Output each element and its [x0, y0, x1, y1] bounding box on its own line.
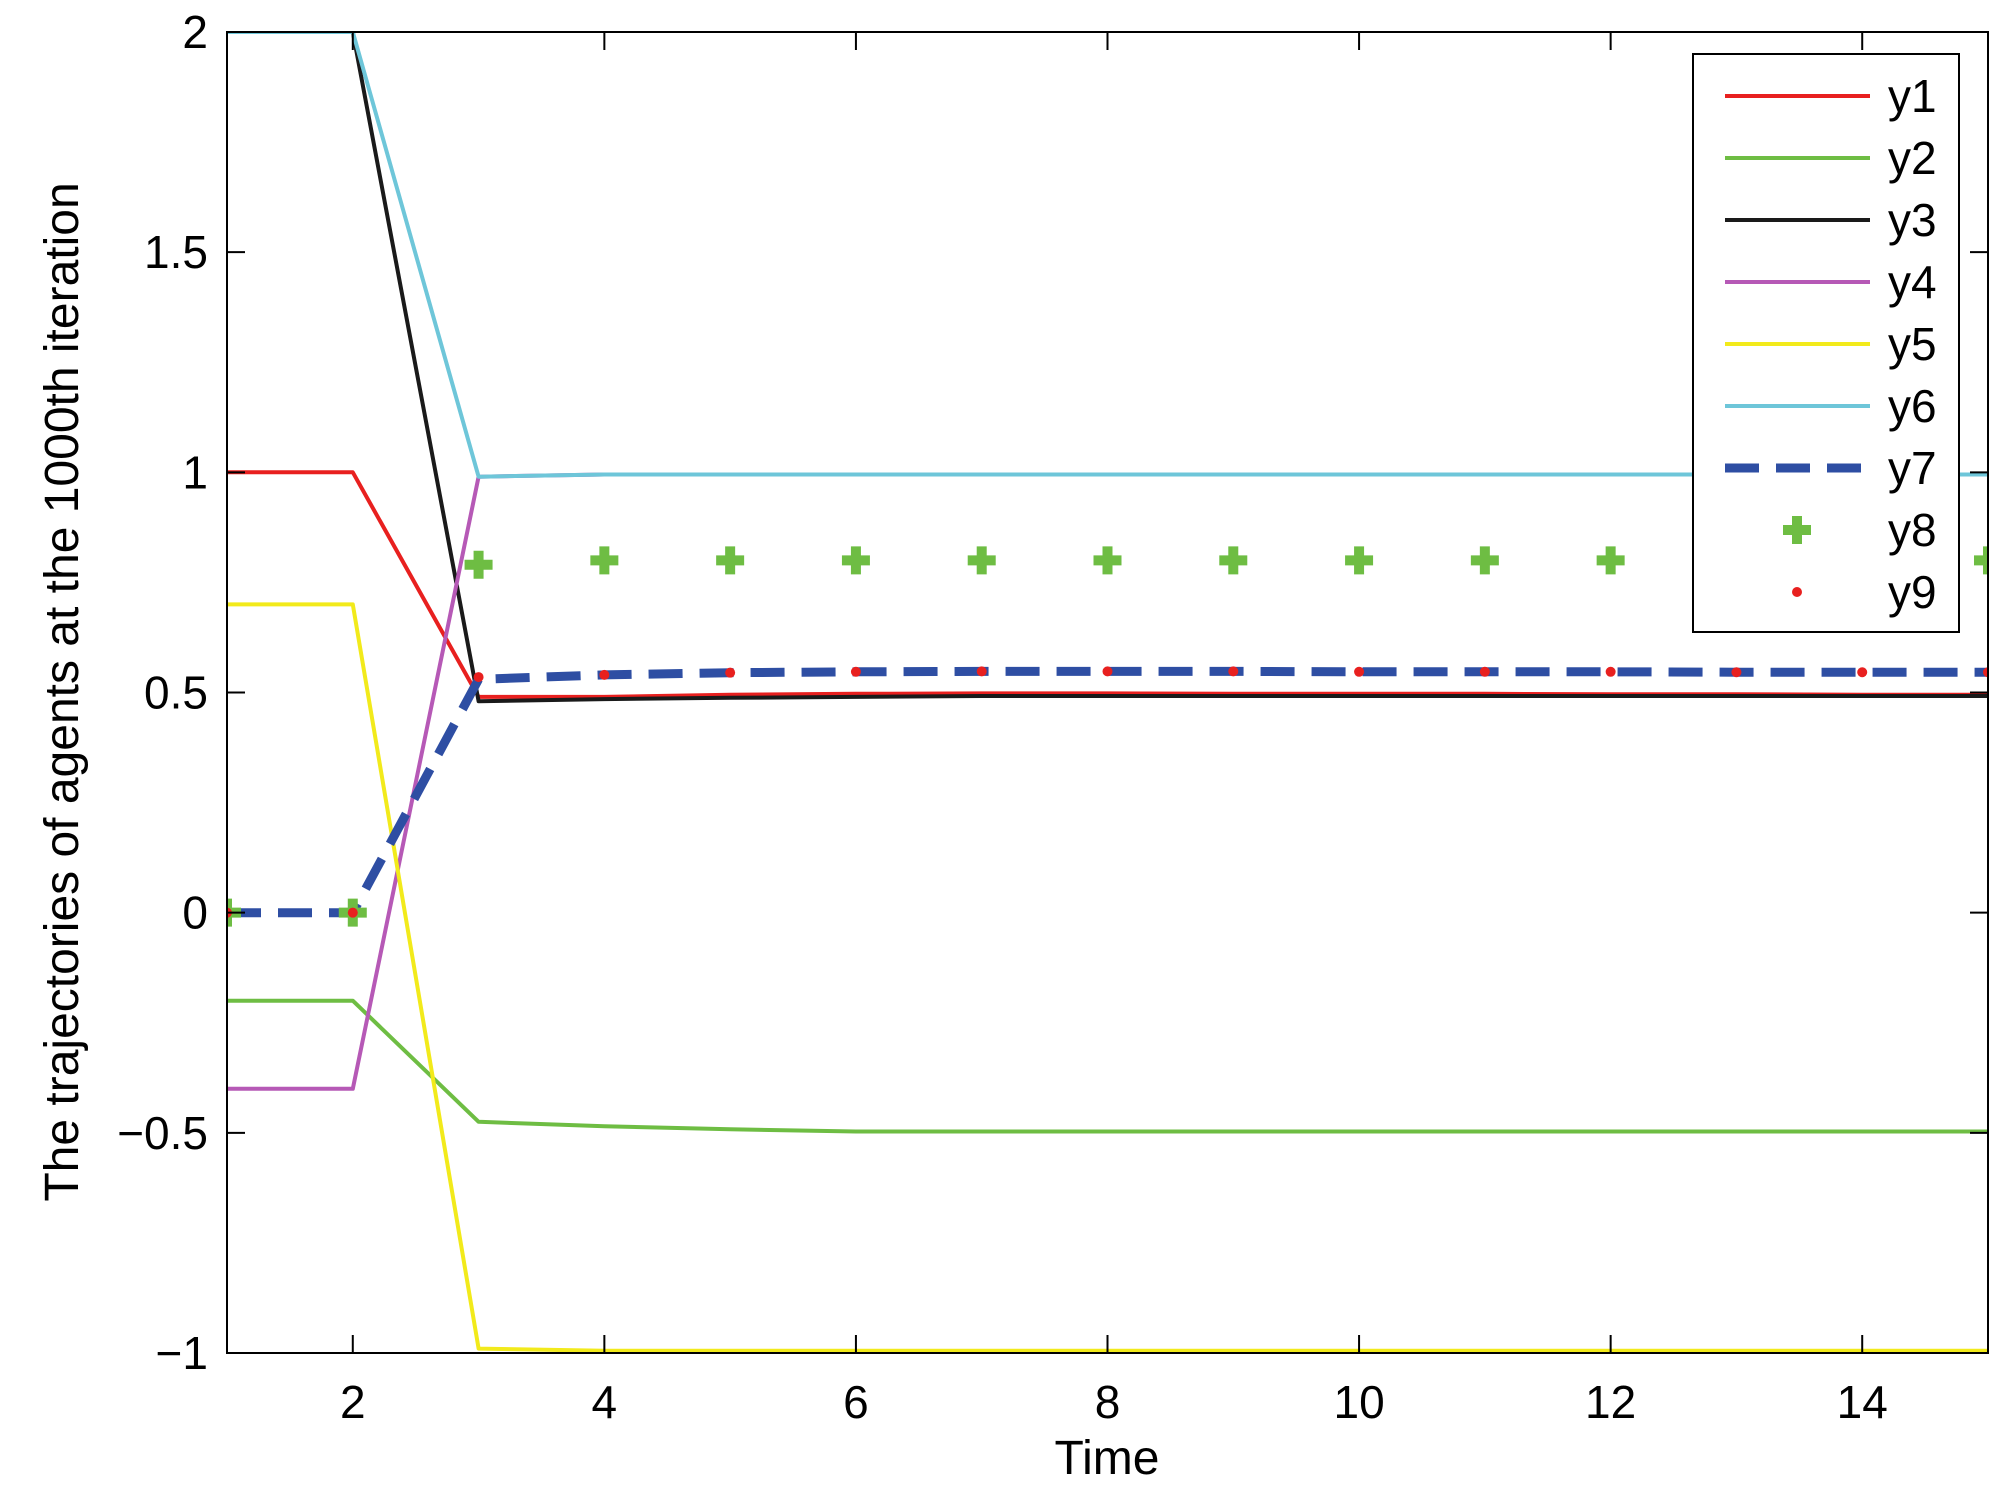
y-tick-label: −0.5	[117, 1107, 208, 1159]
series-y9-marker	[1228, 666, 1239, 677]
legend-y6-label: y6	[1888, 380, 1937, 432]
y-axis-title: The trajectories of agents at the 1000th…	[36, 182, 89, 1201]
legend: y1 y2 y3 y4 y5 y6 y7 y8 y9	[1692, 53, 1960, 633]
legend-y8-swatch	[1783, 516, 1811, 544]
y-tick-label: 2	[182, 6, 208, 58]
x-axis-title: Time	[1055, 1432, 1160, 1485]
x-tick-label: 8	[1095, 1376, 1121, 1428]
series-y9-marker	[1857, 667, 1868, 678]
y-tick-label: −1	[156, 1327, 208, 1379]
series-y8-marker	[967, 546, 996, 575]
series-y9-marker	[1479, 666, 1490, 677]
series-y8-marker	[1219, 546, 1248, 575]
series-y8-marker	[1093, 546, 1122, 575]
series-y9-marker	[1983, 667, 1988, 678]
series-y8-marker	[1345, 546, 1374, 575]
series-y8-marker	[464, 550, 493, 579]
x-tick-label: 4	[592, 1376, 618, 1428]
legend-y4-label: y4	[1888, 256, 1937, 308]
x-tick-label: 10	[1333, 1376, 1384, 1428]
y-tick-label: 1	[182, 446, 208, 498]
legend-y7-label: y7	[1888, 442, 1937, 494]
series-y8-marker	[1470, 546, 1499, 575]
ticks-layer: 2 4 6 8 10 12 14 −1 −0.5 0 0.5 1 1.5 2	[117, 6, 1988, 1428]
y-tick-label: 0	[182, 887, 208, 939]
series-y8-marker	[1596, 546, 1625, 575]
series-y8-marker	[1974, 546, 1988, 575]
legend-y1-label: y1	[1888, 70, 1937, 122]
legend-y8-label: y8	[1888, 504, 1937, 556]
series-y9-marker	[850, 666, 861, 677]
series-y8-marker	[590, 546, 619, 575]
legend-y5-label: y5	[1888, 318, 1937, 370]
legend-y9-label: y9	[1888, 566, 1937, 618]
series-y9-marker	[1102, 666, 1113, 677]
series-y9-marker	[347, 907, 358, 918]
legend-y3-label: y3	[1888, 194, 1937, 246]
series-y7-line	[227, 666, 1988, 918]
x-tick-label: 6	[843, 1376, 869, 1428]
series-layer	[227, 32, 1988, 1353]
series-y9-marker	[599, 669, 610, 680]
x-tick-label: 2	[340, 1376, 366, 1428]
series-y9-marker	[1731, 667, 1742, 678]
legend-y2-label: y2	[1888, 132, 1937, 184]
series-y3-line	[227, 32, 1988, 704]
legend-y9-swatch	[1792, 587, 1802, 597]
y-tick-label: 0.5	[144, 667, 208, 719]
y-tick-label: 1.5	[144, 226, 208, 278]
series-y8-marker	[716, 546, 745, 575]
series-y9-marker	[1354, 666, 1365, 677]
series-y2-line	[227, 998, 1988, 1134]
series-y9-marker	[725, 667, 736, 678]
series-clip-group	[227, 32, 1988, 1353]
series-y9-marker	[473, 672, 484, 683]
x-tick-label: 12	[1585, 1376, 1636, 1428]
series-y8-marker	[841, 546, 870, 575]
x-tick-label: 14	[1837, 1376, 1888, 1428]
series-y9-marker	[976, 666, 987, 677]
series-y9-marker	[1605, 666, 1616, 677]
